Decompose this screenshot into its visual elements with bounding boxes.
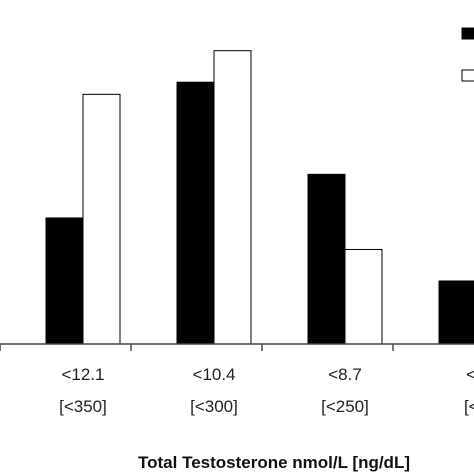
legend-swatch-series-1: [461, 27, 474, 40]
bars: [45, 50, 474, 345]
legend-swatch-series-2: [461, 69, 474, 82]
x-axis-label: Total Testosterone nmol/L [ng/dL]: [138, 453, 410, 472]
x-tick-label-1: <12.1: [61, 365, 104, 384]
x-axis-ticks: <12.1 [<350] <10.4 [<300] <8.7 [<250] <6 [<2: [0, 344, 474, 416]
bar-series-2-3: [344, 248, 383, 345]
x-tick-label-3: <8.7: [328, 365, 362, 384]
bar-series-2-1: [82, 93, 121, 345]
x-tick-sublabel-2: [<300]: [190, 397, 238, 416]
x-tick-label-4: <6: [466, 365, 474, 384]
bar-series-2-2: [213, 50, 252, 345]
x-tick-label-2: <10.4: [192, 365, 235, 384]
legend: [461, 27, 474, 82]
x-tick-sublabel-4: [<2: [464, 397, 474, 416]
bar-series-1-1: [45, 217, 84, 345]
bar-series-1-4: [438, 280, 474, 345]
x-tick-sublabel-3: [<250]: [321, 397, 369, 416]
x-tick-sublabel-1: [<350]: [59, 397, 107, 416]
bar-series-1-2: [176, 81, 215, 345]
bar-series-1-3: [307, 173, 346, 345]
